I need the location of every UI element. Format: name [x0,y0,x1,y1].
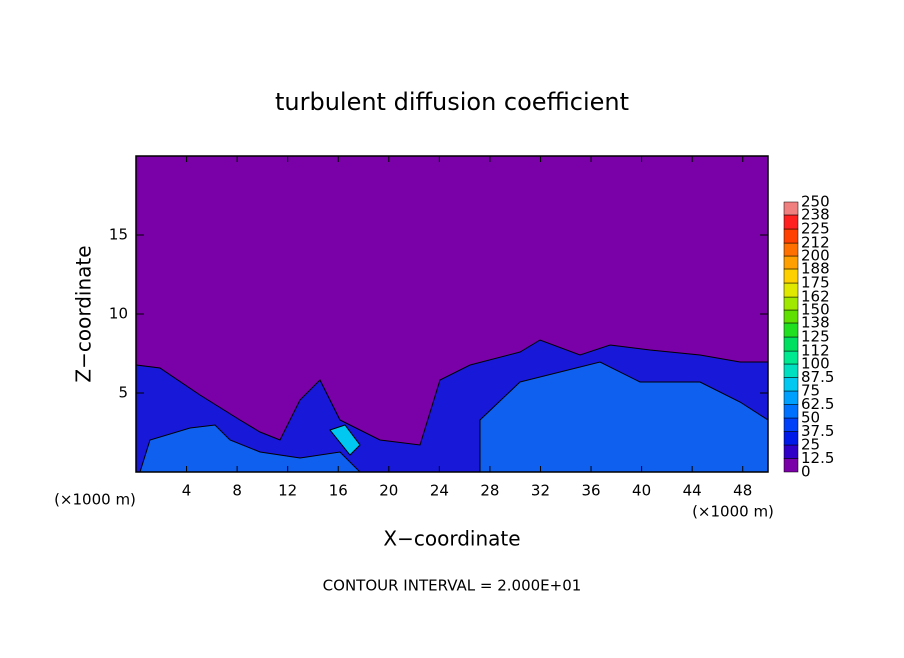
colorbar-label: 0 [801,463,811,481]
colorbar-label: 25 [801,436,820,454]
colorbar-swatch [783,228,799,244]
colorbar-swatch [783,444,799,459]
colorbar-swatch [783,390,799,405]
y-axis-label: Z−coordinate [72,245,96,382]
colorbar-swatch [783,377,799,392]
colorbar-swatch [783,296,799,311]
chart-title: turbulent diffusion coefficient [275,88,629,116]
colorbar-label: 225 [801,220,830,238]
colorbar-swatch [783,458,799,473]
x-tick-label: 16 [329,482,348,500]
colorbar-label: 50 [801,409,820,427]
colorbar-label: 175 [801,274,830,292]
colorbar-swatch [783,309,799,324]
colorbar-swatch [783,268,799,284]
colorbar-label: 37.5 [801,422,834,440]
x-axis-label: X−coordinate [383,527,520,551]
colorbar-swatch [783,336,799,352]
colorbar-label: 212 [801,234,830,252]
x-tick-label: 32 [531,482,550,500]
field-region [139,424,362,473]
x-tick-label: 12 [278,482,297,500]
colorbar-label: 62.5 [801,395,834,413]
colorbar-label: 12.5 [801,449,834,467]
colorbar-swatch [783,322,799,338]
x-tick-label: 24 [430,482,449,500]
x-tick-label: 40 [632,482,651,500]
colorbar-swatch [783,214,799,230]
colorbar-label: 125 [801,328,830,346]
colorbar-label: 150 [801,301,830,319]
colorbar-swatch [783,417,799,432]
y-unit-label: (×1000 m) [54,491,136,509]
colorbar-label: 112 [801,342,830,360]
x-tick-label: 36 [581,482,600,500]
note: CONTOUR INTERVAL = 2.000E+01 [323,577,582,595]
colorbar-swatch [783,282,799,298]
colorbar-label: 238 [801,205,830,223]
colorbar-label: 188 [801,259,830,277]
x-tick-label: 28 [480,482,499,500]
x-tick-label: 4 [182,482,192,500]
colorbar-label: 100 [801,355,830,373]
colorbar-label: 200 [801,247,830,265]
colorbar-label: 250 [801,193,830,211]
colorbar-swatch [783,431,799,446]
colorbar-swatch [783,242,799,257]
colorbar-swatch [783,404,799,419]
x-tick-label: 20 [379,482,398,500]
field-region [329,424,361,456]
x-unit-label: (×1000 m) [692,503,774,521]
y-tick-label: 5 [118,384,128,402]
colorbar-swatch [783,255,799,270]
colorbar-swatch [783,363,799,378]
x-tick-label: 44 [683,482,702,500]
colorbar-swatch [783,350,799,365]
y-tick-label: 15 [109,226,128,244]
x-tick-label: 48 [733,482,752,500]
colorbar-label: 162 [801,288,830,306]
y-tick-label: 10 [109,305,128,323]
colorbar-label: 75 [801,382,820,400]
colorbar-swatch [783,201,799,216]
colorbar-label: 138 [801,313,830,331]
colorbar-label: 87.5 [801,368,834,386]
x-tick-label: 8 [232,482,242,500]
